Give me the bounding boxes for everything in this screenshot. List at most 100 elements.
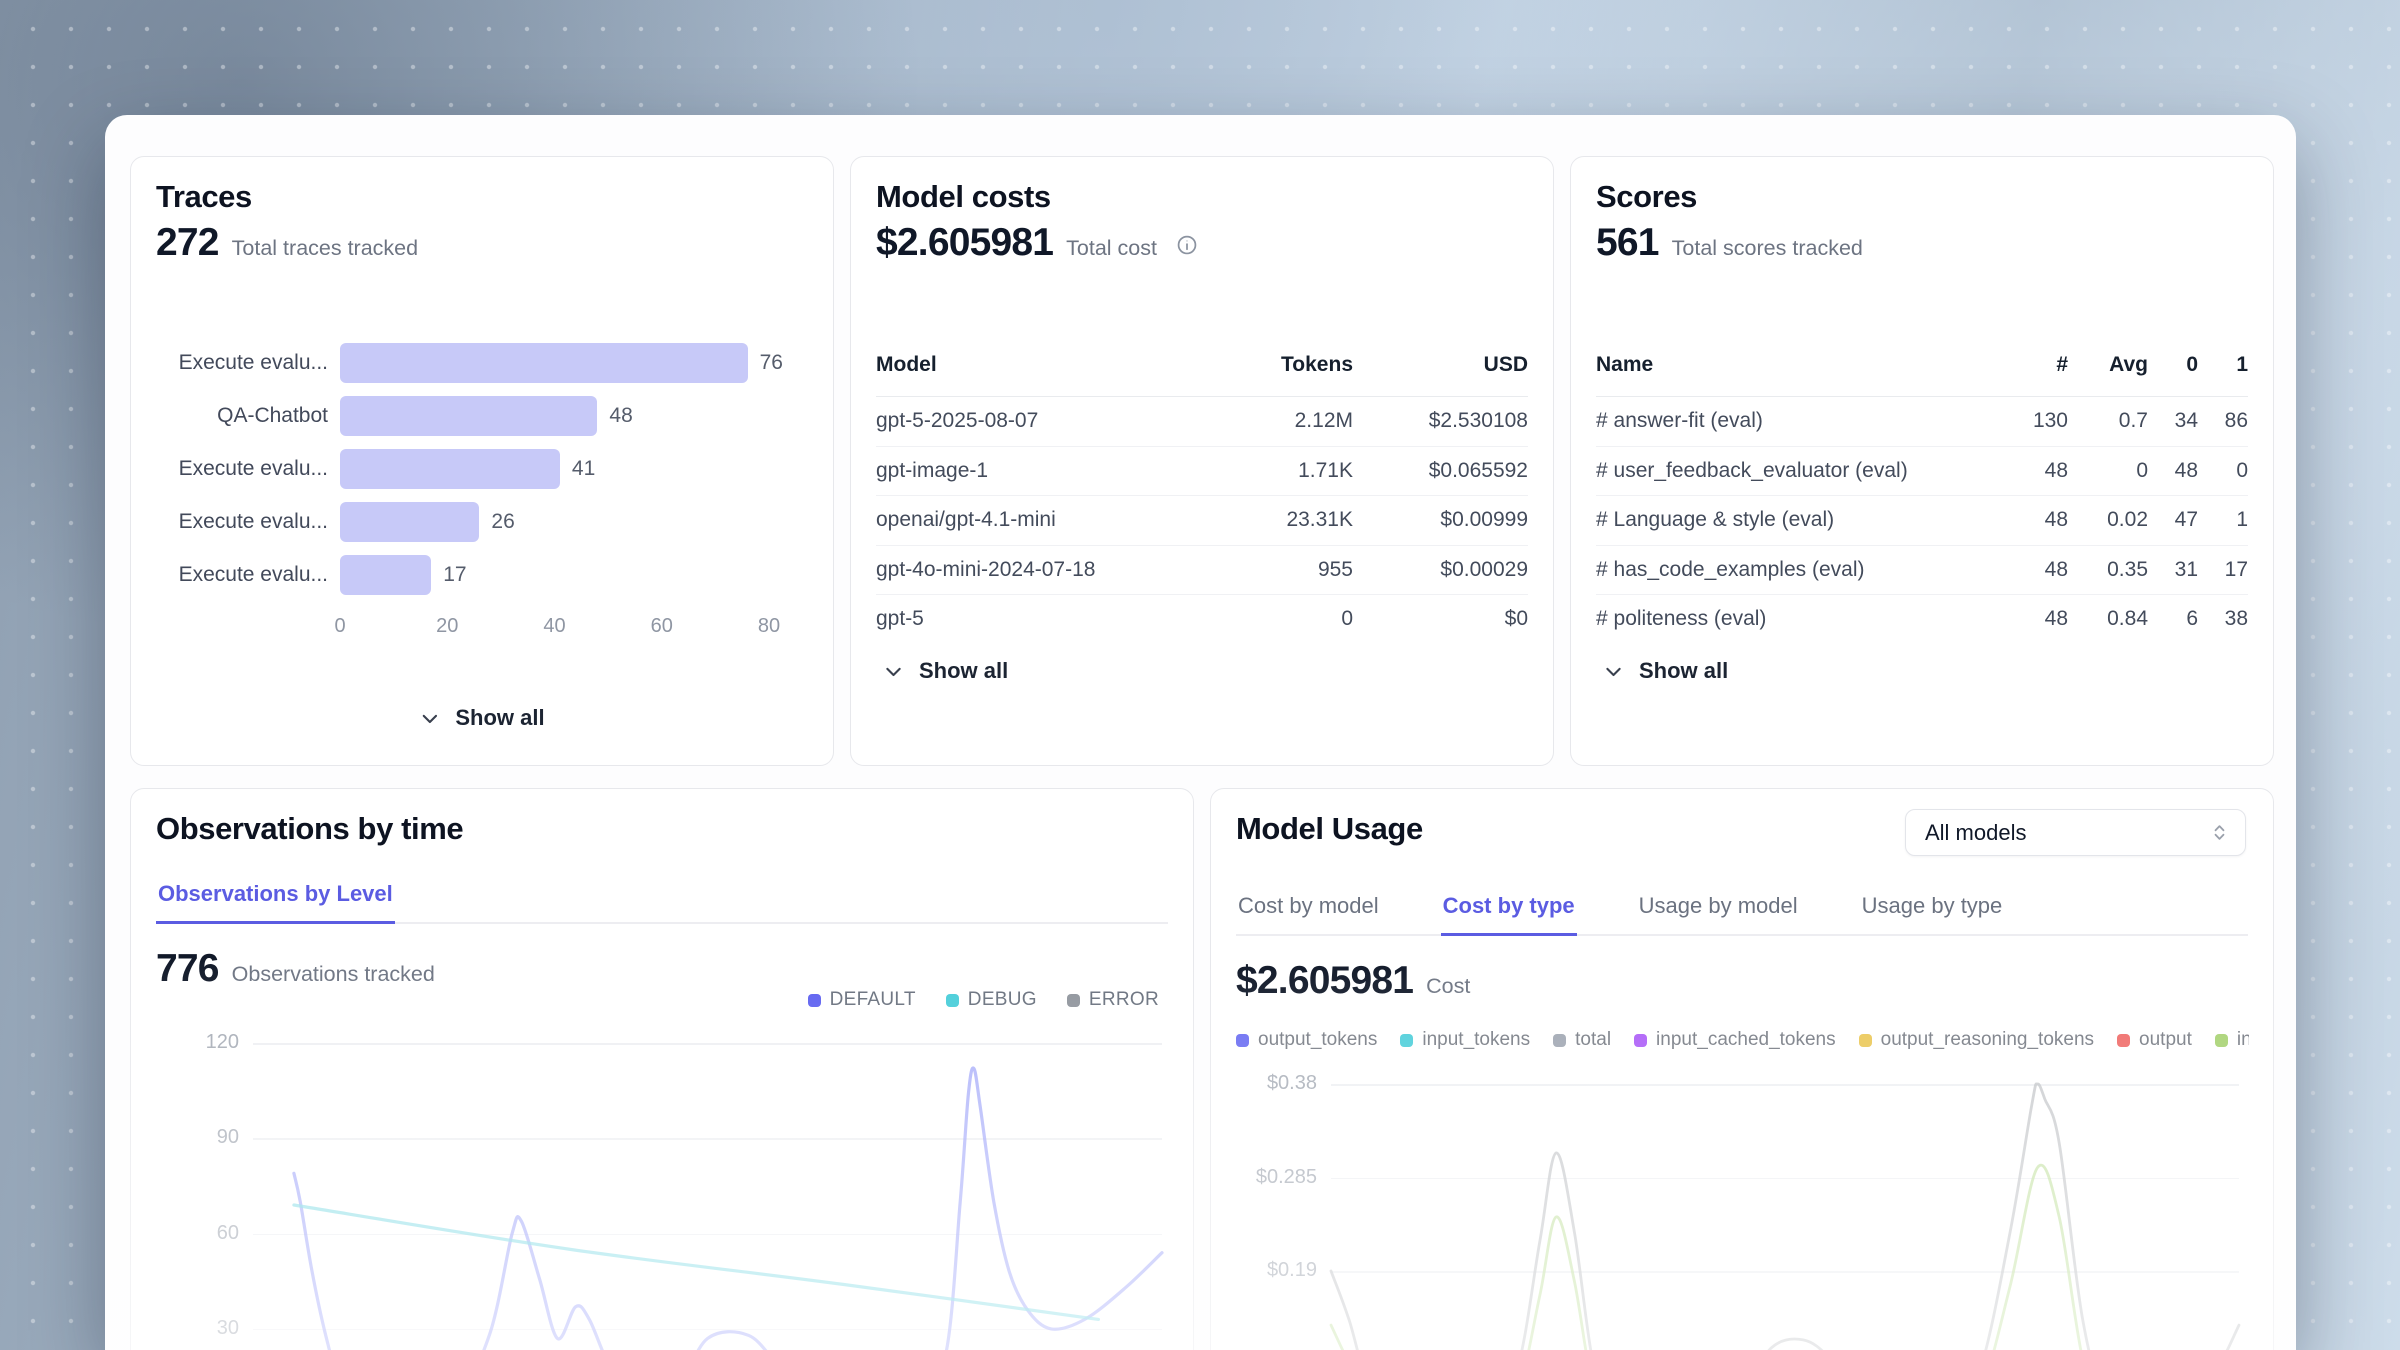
legend-item: input_tokens: [1400, 1029, 1530, 1051]
trace-bar-label: Execute evalu...: [178, 351, 328, 374]
table-cell: $2.530108: [1428, 409, 1528, 433]
x-axis-tick: 0: [334, 615, 346, 637]
gridline: [253, 1138, 1162, 1140]
trace-bar-label: Execute evalu...: [178, 510, 328, 533]
table-cell: 48: [2044, 557, 2068, 581]
y-axis-tick: 30: [216, 1316, 239, 1339]
table-cell: 0.02: [2107, 508, 2148, 532]
tab-cost-by-model[interactable]: Cost by model: [1238, 893, 1379, 918]
scores-title: Scores: [1596, 179, 1697, 214]
traces-show-all-button[interactable]: Show all: [419, 705, 545, 731]
y-axis-tick: $0.285: [1255, 1165, 1317, 1188]
trace-bar-label: Execute evalu...: [178, 457, 328, 480]
traces-metric: 272 Total traces tracked: [156, 221, 418, 265]
model-filter-select[interactable]: All models: [1905, 809, 2246, 856]
table-row: gpt-4o-mini-2024-07-18 955 $0.00029: [876, 546, 1528, 595]
table-row: gpt-image-1 1.71K $0.065592: [876, 447, 1528, 496]
observations-title: Observations by time: [156, 811, 464, 846]
table-header-cell: Avg: [2109, 353, 2148, 376]
trace-bar: [340, 343, 748, 383]
model-costs-show-all-button[interactable]: Show all: [883, 658, 1008, 684]
legend-label: output: [2139, 1029, 2192, 1050]
observations-metric-value: 776: [156, 947, 219, 990]
table-row: # Language & style (eval) 48 0.02 47 1: [1596, 496, 2248, 546]
legend-swatch: [1400, 1033, 1414, 1047]
table-row: openai/gpt-4.1-mini 23.31K $0.00999: [876, 496, 1528, 546]
x-axis-tick: 40: [543, 615, 566, 637]
table-cell: 1.71K: [1298, 458, 1353, 482]
table-cell: 48: [2044, 607, 2068, 631]
legend-label: ERROR: [1088, 989, 1159, 1010]
scores-metric: 561 Total scores tracked: [1596, 221, 1863, 265]
legend-item: input_cached_tokens: [1634, 1029, 1836, 1051]
model-costs-show-all-label: Show all: [919, 658, 1009, 683]
legend-label: DEFAULT: [829, 989, 916, 1010]
traces-card: Traces 272 Total traces tracked Execute …: [130, 156, 834, 766]
table-cell: $0.065592: [1428, 458, 1528, 482]
trace-bar-track: 26: [340, 502, 808, 542]
y-axis-tick: $0.19: [1266, 1259, 1317, 1281]
table-cell: 955: [1317, 557, 1353, 581]
gridline: [1331, 1271, 2239, 1273]
tab-usage-by-model[interactable]: Usage by model: [1638, 893, 1798, 918]
trace-bar-value: 41: [571, 457, 596, 480]
table-cell: 48: [2044, 458, 2068, 482]
table-cell: 0.84: [2107, 607, 2148, 631]
legend-item: output: [2117, 1029, 2192, 1051]
legend-item: total: [1553, 1029, 1611, 1051]
tab-usage-by-type[interactable]: Usage by type: [1861, 893, 2003, 918]
model-usage-metric-label: Cost: [1426, 974, 1471, 998]
table-header-cell: 1: [2236, 353, 2248, 376]
table-cell: $0.00029: [1440, 557, 1528, 581]
table-cell: gpt-5: [876, 607, 924, 631]
traces-x-axis: 0 20 40 60 80: [334, 615, 780, 641]
observations-tabbar: Observations by Level: [156, 873, 1168, 924]
legend-swatch: [1858, 1033, 1872, 1047]
traces-bar-chart: Execute evalu... 76 QA-Chatbot 48 Execute ev…: [156, 343, 808, 608]
observations-metric-label: Observations tracked: [231, 962, 435, 986]
table-row: # answer-fit (eval) 130 0.7 34 86: [1596, 397, 2248, 447]
trace-bar-label: QA-Chatbot: [217, 404, 328, 427]
table-cell: # has_code_examples (eval): [1596, 557, 1865, 581]
scores-show-all-button[interactable]: Show all: [1603, 658, 1728, 684]
trace-bar-row: Execute evalu... 26: [156, 502, 808, 542]
chevron-down-icon: [422, 714, 438, 723]
series-total: [1329, 1082, 2241, 1350]
table-cell: # Language & style (eval): [1596, 508, 1835, 532]
model-usage-metric: $2.605981 Cost: [1236, 959, 1470, 1003]
scores-card: Scores 561 Total scores tracked Name # Avg…: [1570, 156, 2274, 766]
model-costs-metric-label: Total cost: [1066, 236, 1157, 260]
tab-observations-by-level[interactable]: Observations by Level: [156, 873, 395, 924]
table-header-cell: Tokens: [1281, 353, 1353, 376]
model-usage-tabbar: Cost by model Cost by type Usage by model U…: [1236, 885, 2248, 936]
info-icon[interactable]: [1176, 234, 1198, 256]
traces-metric-value: 272: [156, 221, 219, 264]
legend-item: input: [2214, 1029, 2249, 1051]
gridline: [253, 1233, 1162, 1236]
legend-label: DEBUG: [967, 989, 1037, 1010]
table-cell: 17: [2224, 557, 2248, 581]
series-DEFAULT: [292, 1066, 1164, 1350]
model-usage-metric-value: $2.605981: [1236, 959, 1414, 1002]
observations-card: Observations by time Observations by Lev…: [130, 788, 1194, 1350]
trace-bar-label: Execute evalu...: [178, 563, 328, 586]
table-cell: 130: [2032, 409, 2068, 433]
table-cell: 1: [2236, 508, 2248, 532]
table-cell: 0: [2236, 458, 2248, 482]
table-cell: # user_feedback_evaluator (eval): [1596, 458, 1908, 482]
model-usage-title: Model Usage: [1236, 811, 1423, 846]
trace-bar-value: 48: [609, 404, 633, 427]
table-cell: 0: [1341, 607, 1353, 631]
y-axis-tick: 60: [216, 1221, 239, 1244]
observations-legend: DEFAULT DEBUG ERROR: [807, 989, 1159, 1011]
table-cell: gpt-4o-mini-2024-07-18: [876, 557, 1096, 581]
series-DEBUG: [292, 1203, 1100, 1321]
table-cell: gpt-5-2025-08-07: [876, 409, 1039, 433]
tab-cost-by-type[interactable]: Cost by type: [1440, 885, 1577, 936]
table-header-cell: Model: [876, 353, 937, 376]
legend-item: DEFAULT: [807, 989, 916, 1011]
y-axis-tick: $0.38: [1266, 1072, 1317, 1094]
table-cell: 6: [2186, 607, 2198, 631]
table-header-cell: #: [2056, 353, 2068, 376]
scores-metric-value: 561: [1596, 221, 1659, 264]
